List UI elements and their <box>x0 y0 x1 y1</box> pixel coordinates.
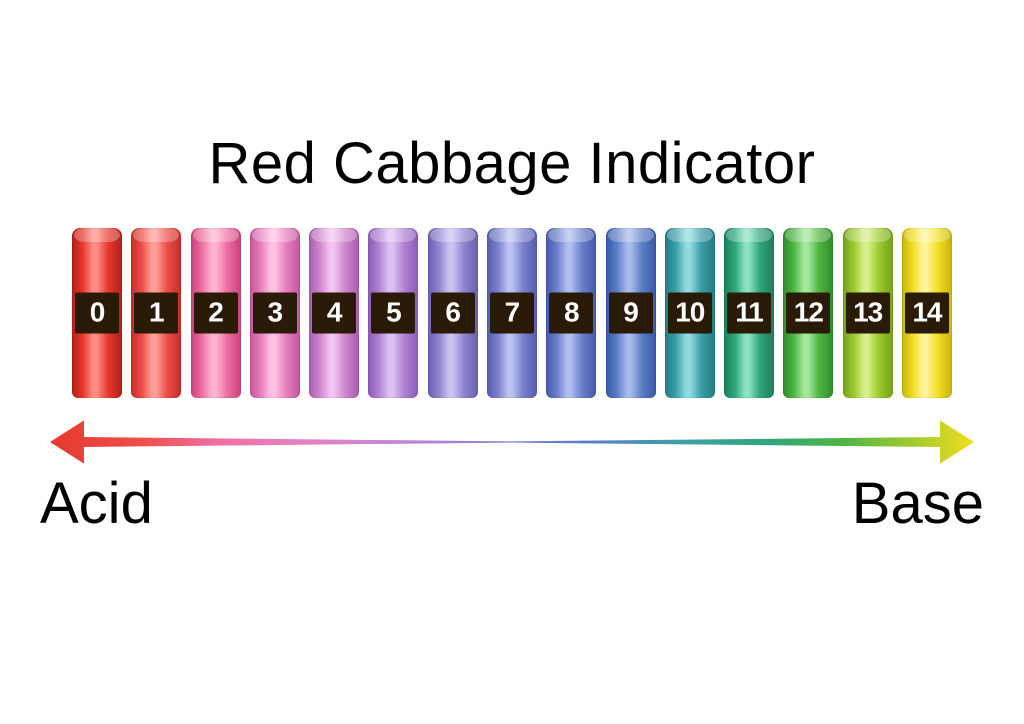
end-labels-row: Acid Base <box>0 470 1024 537</box>
ph-tube-0: 0 <box>72 228 122 398</box>
ph-tube-label: 13 <box>846 293 890 334</box>
ph-tube-label: 3 <box>253 293 297 334</box>
ph-tube-label: 8 <box>549 293 593 334</box>
ph-tube-label: 7 <box>490 293 534 334</box>
ph-tube-label: 2 <box>194 293 238 334</box>
tube-row: 01234567891011121314 <box>72 228 952 398</box>
ph-tube-label: 12 <box>786 293 830 334</box>
ph-tube-label: 4 <box>312 293 356 334</box>
diagram-title: Red Cabbage Indicator <box>0 130 1024 197</box>
ph-tube-8: 8 <box>546 228 596 398</box>
ph-tube-4: 4 <box>309 228 359 398</box>
ph-tube-3: 3 <box>250 228 300 398</box>
ph-tube-5: 5 <box>368 228 418 398</box>
ph-tube-1: 1 <box>131 228 181 398</box>
ph-tube-label: 1 <box>134 293 178 334</box>
ph-tube-12: 12 <box>783 228 833 398</box>
ph-tube-13: 13 <box>843 228 893 398</box>
ph-tube-2: 2 <box>191 228 241 398</box>
ph-tube-label: 9 <box>609 293 653 334</box>
ph-tube-label: 11 <box>727 293 771 334</box>
ph-tube-11: 11 <box>724 228 774 398</box>
ph-tube-10: 10 <box>665 228 715 398</box>
ph-tube-label: 14 <box>905 293 949 334</box>
base-label: Base <box>852 470 984 537</box>
ph-tube-label: 6 <box>431 293 475 334</box>
ph-tube-9: 9 <box>606 228 656 398</box>
ph-tube-label: 5 <box>371 293 415 334</box>
acid-label: Acid <box>40 470 153 537</box>
ph-tube-7: 7 <box>487 228 537 398</box>
ph-indicator-diagram: Red Cabbage Indicator 012345678910111213… <box>0 0 1024 724</box>
gradient-double-arrow <box>50 418 974 466</box>
ph-tube-6: 6 <box>428 228 478 398</box>
arrow-shape <box>50 420 974 463</box>
ph-tube-label: 0 <box>75 293 119 334</box>
ph-tube-label: 10 <box>668 293 712 334</box>
ph-tube-14: 14 <box>902 228 952 398</box>
